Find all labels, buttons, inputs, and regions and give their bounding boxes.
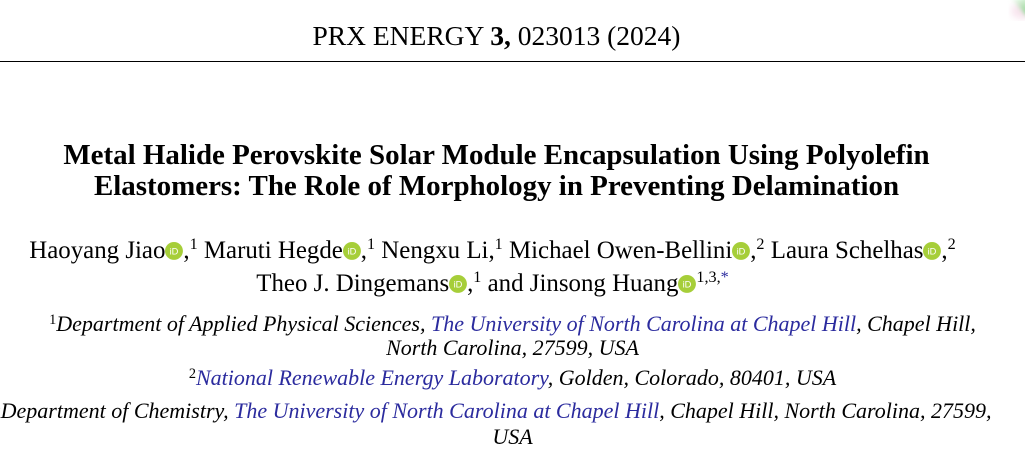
- svg-text:iD: iD: [683, 279, 692, 289]
- svg-text:iD: iD: [737, 247, 746, 257]
- svg-text:iD: iD: [454, 279, 463, 289]
- svg-text:iD: iD: [928, 247, 937, 257]
- svg-text:iD: iD: [170, 247, 179, 257]
- svg-text:iD: iD: [347, 247, 356, 257]
